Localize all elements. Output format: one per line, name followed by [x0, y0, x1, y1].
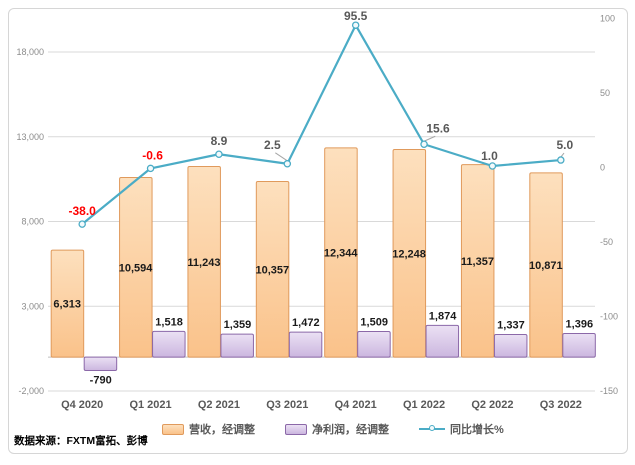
profit-bar [83, 356, 118, 371]
revenue-bar [119, 177, 153, 358]
revenue-bar-label: 11,357 [461, 256, 494, 268]
category-label: Q2 2022 [471, 399, 513, 411]
growth-point-label: -0.6 [142, 148, 163, 162]
revenue-bar [187, 166, 221, 358]
left-axis-tick-label: 3,000 [21, 301, 44, 311]
category-label: Q4 2020 [61, 399, 103, 411]
revenue-bar [392, 148, 427, 358]
legend-label-revenue: 营收，经调整 [189, 424, 255, 436]
legend-item-growth: 同比增长% [419, 421, 504, 437]
label-leader-line [275, 152, 288, 162]
label-leader-line [423, 135, 436, 142]
chart-frame [8, 8, 628, 454]
growth-marker [420, 140, 428, 149]
source-note: 数据来源：FXTM富拓、彭博 [14, 435, 148, 447]
category-label: Q1 2021 [129, 399, 171, 411]
revenue-bar [255, 181, 290, 358]
profit-bar-label: 1,359 [224, 319, 252, 331]
left-axis-tick-label: -2,000 [18, 386, 44, 396]
legend-item-profit: 净利润，经调整 [285, 421, 389, 437]
profit-bar [357, 331, 391, 358]
revenue-bar-label: 11,243 [187, 257, 220, 269]
marker-dot-icon [429, 425, 435, 431]
category-label: Q2 2021 [198, 399, 240, 411]
category-label: Q3 2021 [266, 399, 308, 411]
revenue-bar-label: 6,313 [53, 299, 81, 311]
profit-bar [220, 333, 254, 358]
growth-marker [283, 160, 292, 168]
profit-bar-label: 1,874 [429, 310, 457, 322]
right-axis-tick-label: -150 [600, 386, 618, 396]
growth-marker [557, 156, 565, 164]
revenue-bar-label: 10,357 [255, 264, 289, 276]
profit-bar-label: 1,509 [360, 317, 388, 329]
profit-bar [152, 330, 186, 358]
growth-line-swatch-icon [419, 425, 445, 431]
growth-point-label: 8.9 [211, 134, 228, 148]
category-label: Q3 2022 [540, 399, 582, 411]
right-axis-tick-label: -100 [600, 312, 618, 322]
growth-point-label: 5.0 [556, 138, 573, 152]
revenue-bar [460, 164, 495, 358]
growth-marker [78, 220, 86, 228]
growth-point-label: 15.6 [426, 121, 450, 135]
growth-line [81, 24, 562, 226]
left-axis-tick-label: 8,000 [21, 217, 44, 227]
profit-bar [562, 332, 596, 358]
right-axis-tick-label: 0 [600, 163, 605, 173]
legend-item-revenue: 营收，经调整 [162, 421, 255, 437]
revenue-bar-label: 10,871 [529, 260, 563, 272]
profit-bar [288, 331, 323, 358]
right-axis-tick-label: 100 [600, 14, 615, 24]
profit-bar-label: 1,337 [497, 319, 525, 331]
profit-bar [493, 333, 528, 358]
right-axis-tick-label: -50 [600, 237, 613, 247]
growth-point-label: 2.5 [264, 138, 281, 152]
legend: 营收，经调整 净利润，经调整 同比增长% [162, 420, 504, 438]
revenue-bar [529, 172, 563, 358]
profit-bar-label: 1,472 [292, 317, 320, 329]
profit-bar-label: -790 [90, 374, 112, 386]
growth-point-label: 95.5 [344, 9, 368, 23]
growth-marker [488, 162, 497, 170]
growth-marker [146, 164, 155, 173]
growth-point-label: 1.0 [481, 149, 498, 163]
revenue-bar-label: 12,248 [392, 248, 426, 260]
profit-bar-label: 1,518 [155, 316, 183, 328]
revenue-swatch-icon [162, 423, 184, 435]
profit-bar-label: 1,396 [566, 318, 594, 330]
revenue-bar [50, 249, 85, 358]
growth-marker [351, 21, 360, 29]
growth-point-label: -38.0 [69, 204, 97, 218]
category-label: Q1 2022 [403, 399, 445, 411]
revenue-bar-label: 12,344 [324, 247, 359, 259]
left-axis-tick-label: 13,000 [16, 132, 44, 142]
profit-bar [425, 324, 460, 358]
left-axis-tick-label: 18,000 [16, 47, 44, 57]
legend-label-profit: 净利润，经调整 [312, 424, 389, 436]
category-label: Q4 2021 [335, 399, 377, 411]
revenue-bar [324, 147, 358, 358]
profit-swatch-icon [285, 423, 307, 435]
growth-marker [215, 150, 223, 158]
legend-label-growth: 同比增长% [450, 424, 504, 436]
right-axis-tick-label: 50 [600, 88, 610, 98]
revenue-bar-label: 10,594 [119, 262, 154, 274]
